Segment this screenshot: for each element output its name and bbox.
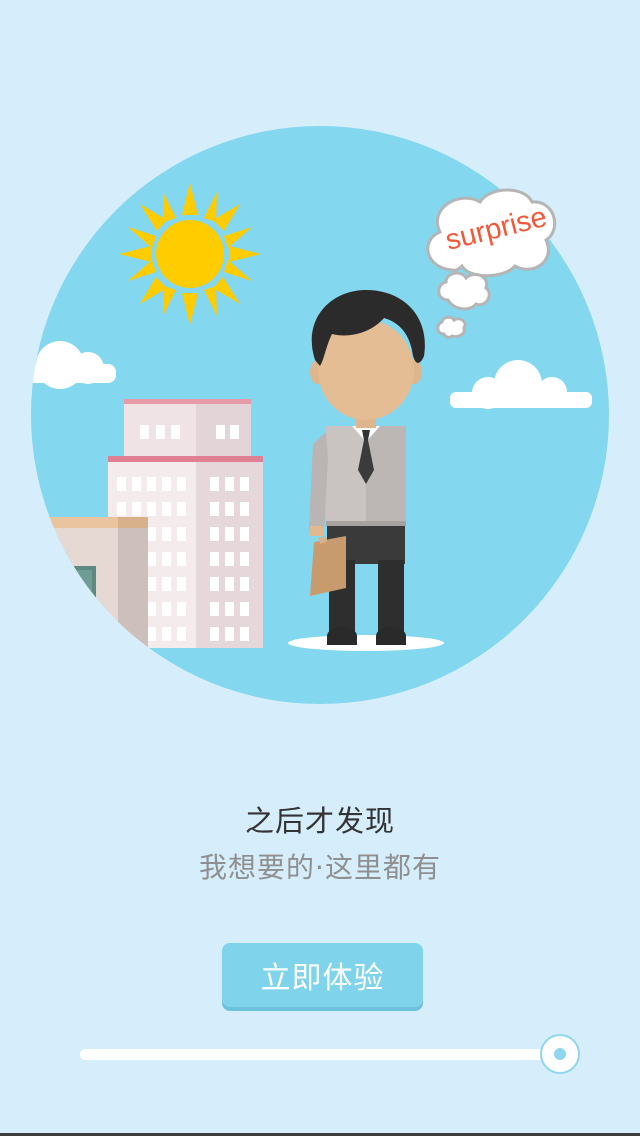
progress-track — [80, 1049, 550, 1060]
building-short-icon — [31, 517, 148, 648]
businessman-icon — [288, 290, 444, 651]
progress-knob-dot — [554, 1048, 566, 1060]
bottom-divider — [0, 1133, 640, 1136]
thought-bubble: surprise — [426, 188, 557, 339]
headline-text: 之后才发现 — [244, 804, 395, 838]
cloud-right-icon — [450, 360, 592, 409]
intro-illustration: surprise — [31, 126, 609, 704]
building-tall-icon — [108, 399, 263, 648]
cloud-left-icon — [31, 341, 116, 389]
progress-knob[interactable] — [540, 1034, 580, 1074]
try-now-button[interactable]: 立即体验 — [222, 943, 423, 1007]
subline-text: 我想要的·这里都有 — [199, 851, 441, 884]
sun-icon — [119, 183, 261, 325]
